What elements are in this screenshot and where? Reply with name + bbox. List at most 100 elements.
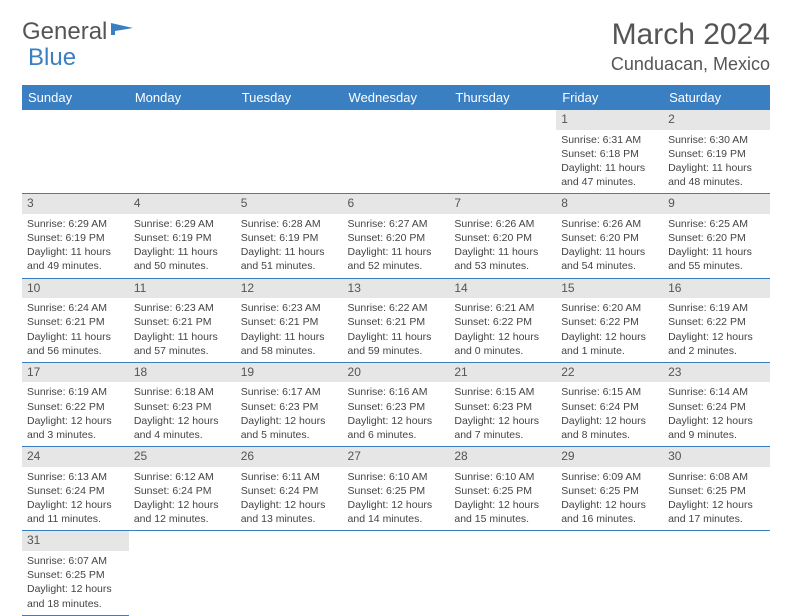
day-details: Sunrise: 6:31 AMSunset: 6:18 PMDaylight:… <box>556 130 663 194</box>
sunset-line: Sunset: 6:20 PM <box>561 231 658 245</box>
day-details: Sunrise: 6:24 AMSunset: 6:21 PMDaylight:… <box>22 298 129 362</box>
day-number: 7 <box>449 194 556 214</box>
daylight-line: Daylight: 11 hours and 54 minutes. <box>561 245 658 273</box>
day-number: 9 <box>663 194 770 214</box>
sunset-line: Sunset: 6:25 PM <box>27 568 124 582</box>
day-number: 14 <box>449 279 556 299</box>
weekday-header: Saturday <box>663 85 770 110</box>
calendar-cell: 2Sunrise: 6:30 AMSunset: 6:19 PMDaylight… <box>663 110 770 194</box>
calendar-cell <box>663 531 770 615</box>
sunset-line: Sunset: 6:24 PM <box>241 484 338 498</box>
sunset-line: Sunset: 6:22 PM <box>668 315 765 329</box>
sunset-line: Sunset: 6:23 PM <box>348 400 445 414</box>
day-details: Sunrise: 6:08 AMSunset: 6:25 PMDaylight:… <box>663 467 770 531</box>
sunrise-line: Sunrise: 6:17 AM <box>241 385 338 399</box>
logo-text-2: Blue <box>28 44 76 72</box>
title-block: March 2024 Cunduacan, Mexico <box>611 18 770 75</box>
sunrise-line: Sunrise: 6:23 AM <box>134 301 231 315</box>
sunrise-line: Sunrise: 6:29 AM <box>27 217 124 231</box>
day-details: Sunrise: 6:27 AMSunset: 6:20 PMDaylight:… <box>343 214 450 278</box>
sunset-line: Sunset: 6:23 PM <box>134 400 231 414</box>
daylight-line: Daylight: 11 hours and 55 minutes. <box>668 245 765 273</box>
sunset-line: Sunset: 6:24 PM <box>561 400 658 414</box>
calendar-cell: 24Sunrise: 6:13 AMSunset: 6:24 PMDayligh… <box>22 447 129 531</box>
calendar-cell: 26Sunrise: 6:11 AMSunset: 6:24 PMDayligh… <box>236 447 343 531</box>
sunset-line: Sunset: 6:19 PM <box>27 231 124 245</box>
day-number: 22 <box>556 363 663 383</box>
calendar-cell: 16Sunrise: 6:19 AMSunset: 6:22 PMDayligh… <box>663 278 770 362</box>
day-details: Sunrise: 6:16 AMSunset: 6:23 PMDaylight:… <box>343 382 450 446</box>
logo-flag-icon <box>109 21 137 39</box>
sunrise-line: Sunrise: 6:08 AM <box>668 470 765 484</box>
calendar-week-row: 1Sunrise: 6:31 AMSunset: 6:18 PMDaylight… <box>22 110 770 194</box>
daylight-line: Daylight: 11 hours and 51 minutes. <box>241 245 338 273</box>
sunrise-line: Sunrise: 6:23 AM <box>241 301 338 315</box>
calendar-cell <box>343 110 450 194</box>
sunset-line: Sunset: 6:23 PM <box>454 400 551 414</box>
calendar-cell <box>236 110 343 194</box>
sunrise-line: Sunrise: 6:29 AM <box>134 217 231 231</box>
day-number: 6 <box>343 194 450 214</box>
day-details: Sunrise: 6:20 AMSunset: 6:22 PMDaylight:… <box>556 298 663 362</box>
sunrise-line: Sunrise: 6:11 AM <box>241 470 338 484</box>
calendar-cell: 12Sunrise: 6:23 AMSunset: 6:21 PMDayligh… <box>236 278 343 362</box>
sunrise-line: Sunrise: 6:31 AM <box>561 133 658 147</box>
sunrise-line: Sunrise: 6:30 AM <box>668 133 765 147</box>
sunset-line: Sunset: 6:20 PM <box>668 231 765 245</box>
sunset-line: Sunset: 6:22 PM <box>454 315 551 329</box>
calendar-cell <box>236 531 343 615</box>
sunset-line: Sunset: 6:25 PM <box>348 484 445 498</box>
weekday-header: Wednesday <box>343 85 450 110</box>
daylight-line: Daylight: 11 hours and 48 minutes. <box>668 161 765 189</box>
day-details: Sunrise: 6:17 AMSunset: 6:23 PMDaylight:… <box>236 382 343 446</box>
sunrise-line: Sunrise: 6:22 AM <box>348 301 445 315</box>
calendar-cell: 31Sunrise: 6:07 AMSunset: 6:25 PMDayligh… <box>22 531 129 615</box>
day-details: Sunrise: 6:13 AMSunset: 6:24 PMDaylight:… <box>22 467 129 531</box>
calendar-cell <box>449 110 556 194</box>
calendar-cell: 1Sunrise: 6:31 AMSunset: 6:18 PMDaylight… <box>556 110 663 194</box>
day-number: 24 <box>22 447 129 467</box>
daylight-line: Daylight: 12 hours and 7 minutes. <box>454 414 551 442</box>
calendar-week-row: 31Sunrise: 6:07 AMSunset: 6:25 PMDayligh… <box>22 531 770 615</box>
sunrise-line: Sunrise: 6:13 AM <box>27 470 124 484</box>
sunset-line: Sunset: 6:18 PM <box>561 147 658 161</box>
day-details: Sunrise: 6:23 AMSunset: 6:21 PMDaylight:… <box>236 298 343 362</box>
sunset-line: Sunset: 6:19 PM <box>134 231 231 245</box>
sunrise-line: Sunrise: 6:19 AM <box>27 385 124 399</box>
sunset-line: Sunset: 6:24 PM <box>668 400 765 414</box>
day-number: 4 <box>129 194 236 214</box>
location-label: Cunduacan, Mexico <box>611 54 770 75</box>
sunset-line: Sunset: 6:24 PM <box>134 484 231 498</box>
calendar-header-row: SundayMondayTuesdayWednesdayThursdayFrid… <box>22 85 770 110</box>
day-details: Sunrise: 6:21 AMSunset: 6:22 PMDaylight:… <box>449 298 556 362</box>
page-title: March 2024 <box>611 18 770 52</box>
calendar-cell: 28Sunrise: 6:10 AMSunset: 6:25 PMDayligh… <box>449 447 556 531</box>
weekday-header: Monday <box>129 85 236 110</box>
calendar-cell: 10Sunrise: 6:24 AMSunset: 6:21 PMDayligh… <box>22 278 129 362</box>
daylight-line: Daylight: 11 hours and 49 minutes. <box>27 245 124 273</box>
calendar-cell: 17Sunrise: 6:19 AMSunset: 6:22 PMDayligh… <box>22 362 129 446</box>
calendar-cell <box>129 531 236 615</box>
day-details: Sunrise: 6:11 AMSunset: 6:24 PMDaylight:… <box>236 467 343 531</box>
calendar-cell: 30Sunrise: 6:08 AMSunset: 6:25 PMDayligh… <box>663 447 770 531</box>
sunset-line: Sunset: 6:21 PM <box>134 315 231 329</box>
day-details: Sunrise: 6:23 AMSunset: 6:21 PMDaylight:… <box>129 298 236 362</box>
sunrise-line: Sunrise: 6:16 AM <box>348 385 445 399</box>
daylight-line: Daylight: 12 hours and 8 minutes. <box>561 414 658 442</box>
daylight-line: Daylight: 12 hours and 12 minutes. <box>134 498 231 526</box>
calendar-cell: 6Sunrise: 6:27 AMSunset: 6:20 PMDaylight… <box>343 194 450 278</box>
day-details: Sunrise: 6:30 AMSunset: 6:19 PMDaylight:… <box>663 130 770 194</box>
daylight-line: Daylight: 11 hours and 50 minutes. <box>134 245 231 273</box>
day-details: Sunrise: 6:19 AMSunset: 6:22 PMDaylight:… <box>663 298 770 362</box>
day-number: 27 <box>343 447 450 467</box>
day-number: 15 <box>556 279 663 299</box>
sunset-line: Sunset: 6:20 PM <box>348 231 445 245</box>
sunrise-line: Sunrise: 6:07 AM <box>27 554 124 568</box>
calendar-cell: 18Sunrise: 6:18 AMSunset: 6:23 PMDayligh… <box>129 362 236 446</box>
sunrise-line: Sunrise: 6:27 AM <box>348 217 445 231</box>
daylight-line: Daylight: 12 hours and 3 minutes. <box>27 414 124 442</box>
calendar-cell <box>22 110 129 194</box>
day-number: 3 <box>22 194 129 214</box>
day-details: Sunrise: 6:12 AMSunset: 6:24 PMDaylight:… <box>129 467 236 531</box>
day-details: Sunrise: 6:28 AMSunset: 6:19 PMDaylight:… <box>236 214 343 278</box>
